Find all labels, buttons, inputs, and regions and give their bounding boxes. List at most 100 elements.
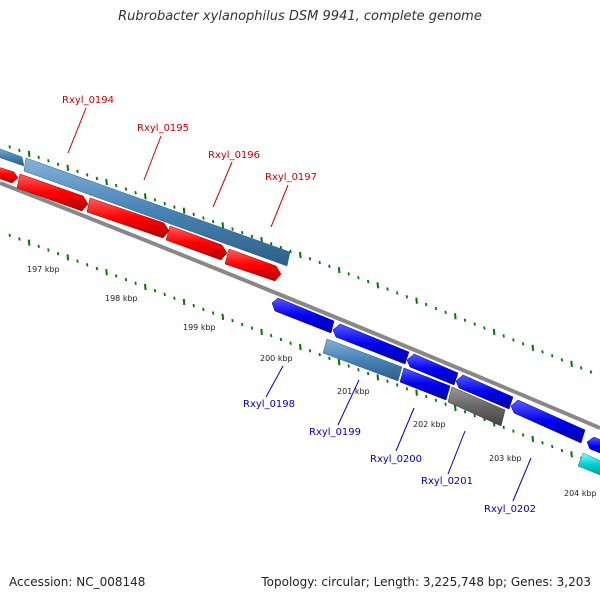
- tick-mark: [241, 231, 244, 235]
- tick-mark: [299, 343, 302, 351]
- gene-label-rxyl-0198[interactable]: Rxyl_0198: [243, 399, 295, 410]
- tick-mark: [105, 178, 108, 186]
- tick-mark: [502, 425, 505, 429]
- tick-mark: [56, 162, 60, 166]
- tick-mark: [318, 352, 321, 357]
- pseudo-gene-bar: [447, 386, 506, 427]
- tick-mark: [144, 193, 147, 200]
- tick-mark: [521, 342, 525, 346]
- tick-mark: [211, 311, 215, 315]
- tick-mark: [415, 389, 418, 396]
- tick-mark: [328, 356, 331, 361]
- tick-mark: [444, 402, 447, 406]
- tick-mark: [415, 297, 418, 304]
- tick-mark: [144, 283, 147, 291]
- tick-mark: [560, 358, 564, 362]
- tick-mark: [512, 429, 515, 433]
- tick-mark: [202, 307, 205, 312]
- bottom-label-lines: [265, 365, 532, 502]
- tick-mark: [405, 387, 409, 391]
- gene-label-rxyl-0200[interactable]: Rxyl_0200: [370, 454, 422, 465]
- tick-mark: [425, 302, 428, 307]
- tick-mark: [396, 291, 399, 295]
- gene-arrow-rxyl-0193[interactable]: [0, 166, 19, 184]
- tick-mark: [434, 306, 438, 311]
- tick-mark: [250, 326, 254, 330]
- gene-label-rxyl-0199[interactable]: Rxyl_0199: [309, 427, 361, 438]
- tick-mark: [357, 368, 360, 372]
- tick-mark: [27, 239, 31, 246]
- cds-bar-top: [0, 148, 291, 267]
- gene-label-rxyl-0196[interactable]: Rxyl_0196: [208, 150, 260, 161]
- tick-mark: [37, 244, 40, 248]
- gene-arrow-rxyl-0200[interactable]: [406, 353, 459, 386]
- tick-mark: [308, 349, 312, 353]
- tick-mark: [502, 334, 505, 338]
- gene-arrow-rxyl-0195[interactable]: [86, 197, 170, 239]
- tick-mark: [260, 328, 263, 335]
- tick-mark: [434, 398, 438, 402]
- tick-mark: [124, 187, 128, 191]
- tick-mark: [289, 341, 292, 345]
- gene-label-rxyl-0202[interactable]: Rxyl_0202: [484, 504, 536, 515]
- top-label-lines: [67, 107, 289, 228]
- kbp-label-197: 197 kbp: [27, 265, 60, 274]
- gene-arrow-rxyl-0201[interactable]: [455, 374, 514, 410]
- tick-mark: [173, 205, 176, 209]
- gene-arrow-rxyl-0196[interactable]: [165, 225, 228, 261]
- tick-mark: [551, 354, 554, 358]
- tick-mark: [308, 257, 312, 261]
- tick-mark: [531, 344, 535, 351]
- tick-mark: [124, 277, 128, 282]
- tick-mark: [270, 242, 273, 246]
- kbp-label-200: 200 kbp: [260, 354, 293, 363]
- tick-mark: [47, 159, 50, 163]
- tick-mark: [134, 191, 137, 195]
- tick-mark: [163, 201, 166, 206]
- tick-mark: [153, 198, 157, 202]
- tick-mark: [376, 282, 380, 289]
- gene-label-rxyl-0194[interactable]: Rxyl_0194: [62, 95, 114, 106]
- topology-text: Topology: circular; Length: 3,225,748 bp…: [261, 575, 591, 589]
- gene-arrow-rxyl-0198[interactable]: [271, 297, 335, 334]
- tick-mark: [76, 259, 79, 263]
- tick-mark: [76, 169, 79, 173]
- tick-mark: [454, 404, 457, 412]
- tick-mark: [95, 176, 99, 181]
- tick-mark: [541, 350, 544, 354]
- kbp-label-204: 204 kbp: [564, 489, 597, 498]
- tick-mark: [95, 266, 99, 271]
- tick-mark: [202, 216, 205, 220]
- gene-label-rxyl-0195[interactable]: Rxyl_0195: [137, 123, 189, 134]
- tick-mark: [18, 237, 21, 241]
- tick-mark: [163, 292, 166, 297]
- tick-mark: [570, 451, 573, 458]
- tick-mark: [37, 155, 40, 159]
- tick-mark: [463, 318, 467, 322]
- gene-arrow-rxyl-0197[interactable]: [224, 248, 282, 282]
- tick-mark: [105, 269, 108, 276]
- tick-mark: [337, 267, 341, 274]
- tick-mark: [396, 383, 399, 387]
- tick-mark: [173, 296, 176, 300]
- gene-label-rxyl-0201[interactable]: Rxyl_0201: [421, 476, 473, 487]
- gene-label-rxyl-0197[interactable]: Rxyl_0197: [265, 172, 317, 183]
- tick-mark: [115, 274, 118, 278]
- tick-mark: [376, 374, 380, 381]
- tick-mark: [483, 326, 486, 330]
- tick-mark: [231, 227, 234, 231]
- tick-mark: [570, 360, 573, 367]
- tick-mark: [492, 328, 496, 336]
- gene-arrow-rxyl-0199[interactable]: [332, 323, 410, 365]
- gene-arrow-rxyl-0202[interactable]: [510, 399, 586, 444]
- tick-mark: [589, 370, 593, 374]
- tick-mark: [580, 366, 583, 370]
- gene-arrow-rxyl-0194[interactable]: [16, 173, 89, 212]
- tick-mark: [541, 441, 544, 445]
- tick-mark: [337, 359, 341, 366]
- tick-mark: [328, 264, 331, 268]
- rna-gene-bar: [577, 452, 600, 476]
- tick-mark: [192, 303, 195, 308]
- gene-arrow-next[interactable]: [586, 436, 600, 455]
